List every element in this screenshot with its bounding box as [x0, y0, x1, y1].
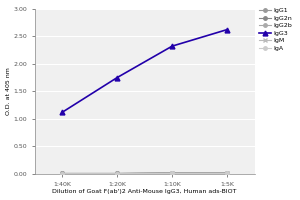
Line: IgM: IgM [61, 172, 229, 175]
IgA [116, 173, 119, 175]
IgG2n [225, 172, 229, 174]
IgA [225, 172, 229, 175]
IgG1 [60, 172, 64, 175]
IgG2b [225, 172, 229, 174]
Line: IgG3: IgG3 [60, 27, 230, 115]
Legend: IgG1, IgG2n, IgG2b, IgG3, IgM, IgA: IgG1, IgG2n, IgG2b, IgG3, IgM, IgA [257, 5, 294, 54]
IgG3 [116, 76, 119, 79]
IgG2n [170, 172, 174, 174]
IgG2n [116, 172, 119, 175]
Line: IgG2n: IgG2n [61, 171, 229, 175]
IgG3 [60, 111, 64, 113]
IgM [225, 172, 229, 175]
IgG2n [60, 172, 64, 175]
IgG1 [170, 172, 174, 174]
IgM [170, 172, 174, 175]
IgG2b [116, 172, 119, 175]
IgM [116, 173, 119, 175]
IgG3 [170, 45, 174, 47]
Line: IgG2b: IgG2b [61, 171, 229, 175]
IgG2b [170, 172, 174, 174]
IgM [60, 173, 64, 175]
X-axis label: Dilution of Goat F(ab')2 Anti-Mouse IgG3, Human ads-BIOT: Dilution of Goat F(ab')2 Anti-Mouse IgG3… [52, 189, 237, 194]
Y-axis label: O.D. at 405 nm: O.D. at 405 nm [6, 67, 10, 115]
IgG1 [116, 172, 119, 175]
Line: IgG1: IgG1 [61, 171, 229, 175]
IgG2b [60, 172, 64, 175]
IgG3 [225, 28, 229, 31]
Line: IgA: IgA [61, 172, 229, 175]
IgA [170, 172, 174, 175]
IgA [60, 173, 64, 175]
IgG1 [225, 172, 229, 174]
